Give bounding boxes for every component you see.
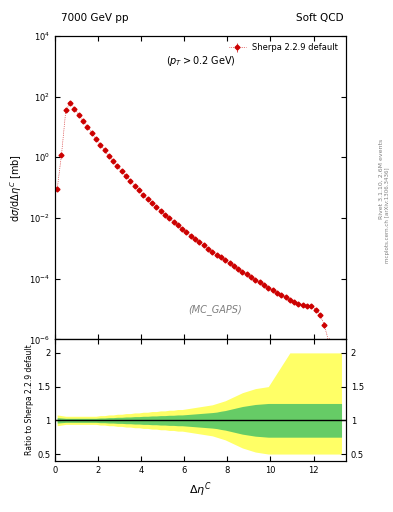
Text: $(p_T > 0.2\ \mathrm{GeV})$: $(p_T > 0.2\ \mathrm{GeV})$ [165, 54, 235, 68]
Text: Soft QCD: Soft QCD [296, 13, 344, 23]
Text: mcplots.cern.ch [arXiv:1306.3436]: mcplots.cern.ch [arXiv:1306.3436] [385, 167, 389, 263]
Y-axis label: d$\sigma$/d$\Delta\eta^C$ [mb]: d$\sigma$/d$\Delta\eta^C$ [mb] [8, 154, 24, 222]
Y-axis label: Ratio to Sherpa 2.2.9 default: Ratio to Sherpa 2.2.9 default [25, 345, 34, 456]
X-axis label: $\Delta\eta^C$: $\Delta\eta^C$ [189, 480, 212, 499]
Legend: Sherpa 2.2.9 default: Sherpa 2.2.9 default [226, 40, 342, 56]
Text: Rivet 3.1.10, 2.6M events: Rivet 3.1.10, 2.6M events [379, 139, 384, 219]
Text: (MC_GAPS): (MC_GAPS) [188, 304, 242, 315]
Text: 7000 GeV pp: 7000 GeV pp [61, 13, 129, 23]
